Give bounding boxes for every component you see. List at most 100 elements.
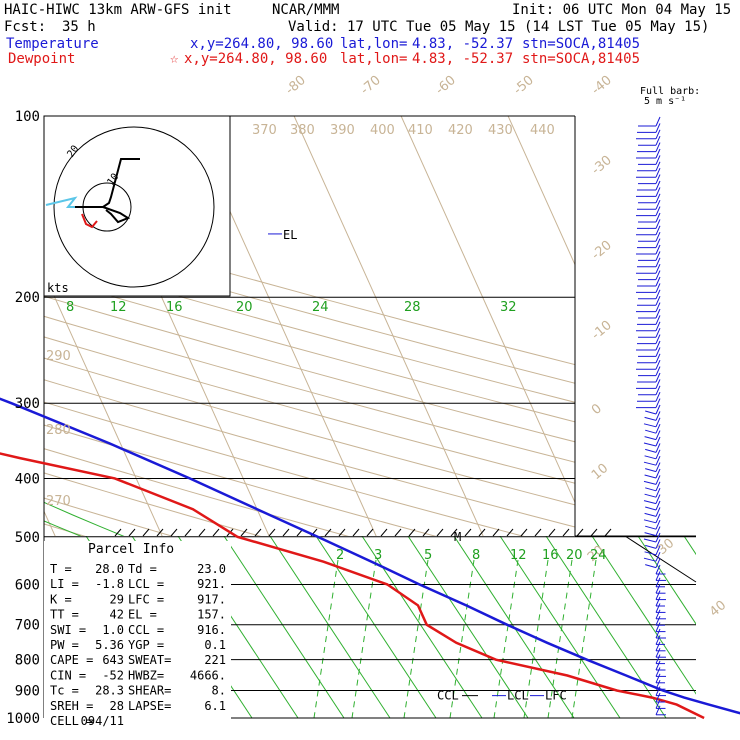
mixing-ratio-tick-label: 12 [510, 548, 527, 563]
wind-barb [636, 206, 661, 217]
wind-barb [644, 507, 661, 517]
hwbz-hatch [408, 528, 416, 537]
wind-barb [645, 423, 661, 434]
wind-barb [643, 494, 661, 505]
wind-barb [638, 212, 661, 223]
moist-adiabat-line [730, 536, 740, 718]
mixing-ratio-tick-label: 8 [472, 548, 480, 563]
isotherm-tick-label: -80 [283, 73, 309, 98]
wind-barb [638, 327, 661, 338]
wind-barb [638, 155, 661, 165]
el-label: EL [283, 228, 297, 242]
wind-barb [645, 539, 661, 549]
wind-barb [655, 673, 665, 684]
wind-barb [636, 187, 661, 197]
hwbz-hatch [478, 528, 486, 537]
hwbz-hatch [268, 528, 276, 537]
wind-barb [637, 180, 661, 191]
isotherm-tick-label: -60 [433, 73, 459, 98]
wind-barb [643, 513, 661, 524]
hwbz-hatch [156, 528, 164, 537]
wind-barb [655, 571, 666, 581]
pressure-tick-label: 900 [15, 683, 40, 699]
dry-adiabat-line [0, 116, 424, 718]
hwbz-hatch [142, 528, 150, 537]
lcl-label: LCL [507, 689, 529, 703]
dry-adiabat-line [44, 257, 575, 403]
wind-barb [636, 225, 661, 236]
dry-adiabat-line [0, 116, 531, 718]
wind-barb [645, 500, 661, 511]
theta-tick-label: 270 [46, 494, 71, 509]
pressure-tick-label: 400 [15, 471, 40, 487]
wind-barb [655, 564, 666, 575]
hwbz-hatch [604, 528, 612, 537]
dry-adiabat-line [44, 336, 575, 484]
dry-adiabat-line [44, 379, 575, 528]
wind-barb [644, 449, 661, 460]
mixing-ratio-line [351, 559, 377, 718]
wind-barb [645, 558, 661, 569]
wind-barb [637, 353, 661, 364]
wind-barb [636, 148, 661, 159]
mixing-ratio-tick-label: 16 [542, 548, 559, 563]
wind-barb [655, 628, 666, 639]
hwbz-hatch [114, 528, 122, 537]
wind-barb [644, 545, 661, 556]
lower-border-diagonal [624, 535, 697, 583]
mixing-ratio-line [571, 559, 597, 718]
wind-barb [655, 635, 665, 645]
isotherm-tick-label: -10 [589, 318, 615, 343]
moist-adiabat-tick-label: 20 [236, 300, 253, 315]
hwbz-hatch [576, 528, 584, 537]
isotherm-line [507, 116, 575, 266]
mixing-ratio-line [313, 559, 339, 718]
wind-barb [637, 123, 661, 133]
moist-adiabat-line [407, 536, 529, 718]
dry-adiabat-line [44, 276, 575, 423]
hwbz-hatch [492, 528, 500, 537]
wind-barb [645, 443, 661, 453]
theta-tick-label: 380 [290, 123, 315, 138]
dry-adiabat-line [44, 401, 525, 536]
hwbz-hatch [464, 528, 472, 537]
moist-adiabat-tick-label: 32 [500, 300, 517, 315]
wind-barb [638, 231, 661, 242]
moist-adiabat-line [0, 297, 651, 718]
dewpoint-profile [0, 452, 705, 720]
pressure-tick-label: 200 [15, 290, 40, 306]
hwbz-hatch [240, 528, 248, 537]
wind-barb [638, 135, 661, 146]
wind-barb [645, 481, 661, 492]
dry-adiabat-line [44, 238, 575, 384]
wind-barb [655, 686, 666, 697]
mixing-ratio-tick-label: 3 [374, 548, 382, 563]
pressure-tick-label: 600 [15, 577, 40, 593]
isotherm-line [293, 116, 484, 536]
isotherm-tick-label: -50 [511, 73, 537, 98]
isotherm-tick-label: -70 [358, 73, 384, 98]
wind-barb [637, 257, 661, 268]
dry-adiabat-line [44, 220, 575, 366]
hwbz-hatch [128, 528, 136, 537]
moist-adiabat-line [44, 520, 82, 536]
hwbz-hatch [338, 528, 346, 537]
isotherm-line [44, 272, 163, 536]
wind-barb [655, 647, 666, 658]
wind-barb [655, 596, 665, 607]
hwbz-hatch [282, 528, 290, 537]
hwbz-hatch [422, 528, 430, 537]
wind-barb [644, 468, 661, 479]
dry-adiabat-line [44, 315, 575, 463]
isotherm-tick-label: 10 [589, 461, 611, 483]
wind-barb [645, 462, 661, 473]
hwbz-hatch [254, 528, 262, 537]
wind-barb [644, 487, 661, 498]
wind-barb [643, 436, 661, 447]
theta-tick-label: 370 [252, 123, 277, 138]
wind-barb [643, 532, 661, 543]
wind-barb [638, 289, 661, 300]
isotherm-tick-label: 40 [707, 598, 729, 620]
wind-barb [643, 417, 661, 428]
